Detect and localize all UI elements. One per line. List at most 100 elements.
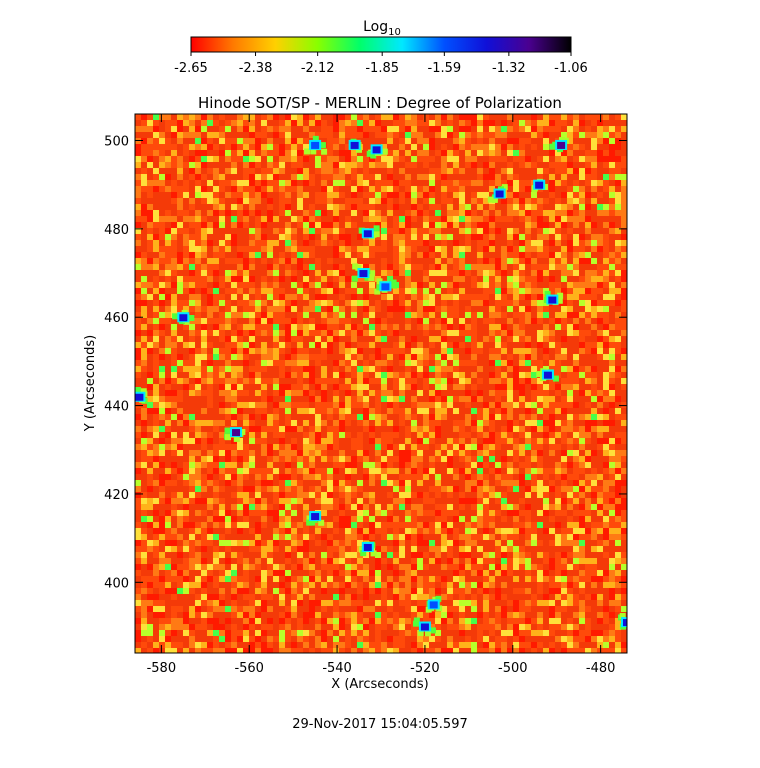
heatmap-cell [477,174,483,180]
heatmap-cell [453,312,459,318]
heatmap-cell [483,216,489,222]
heatmap-cell [231,144,237,150]
heatmap-cell [303,348,309,354]
heatmap-cell [465,114,471,120]
heatmap-cell [477,444,483,450]
heatmap-cell [141,498,147,504]
heatmap-cell [255,180,261,186]
heatmap-cell [531,450,537,456]
heatmap-cell [459,570,465,576]
heatmap-cell [471,534,477,540]
heatmap-cell [579,342,585,348]
heatmap-cell [609,456,615,462]
heatmap-cell [423,438,429,444]
heatmap-cell [243,510,249,516]
heatmap-cell [591,450,597,456]
heatmap-cell [507,306,513,312]
heatmap-cell [273,588,279,594]
heatmap-cell [387,126,393,132]
heatmap-cell [459,204,465,210]
heatmap-cell [255,582,261,588]
heatmap-cell [537,342,543,348]
heatmap-cell [213,156,219,162]
heatmap-cell [351,366,357,372]
heatmap-cell [195,216,201,222]
heatmap-cell [411,282,417,288]
heatmap-cell [393,132,399,138]
heatmap-cell [621,270,627,276]
heatmap-cell [291,276,297,282]
heatmap-cell [345,318,351,324]
heatmap-cell [507,534,513,540]
heatmap-cell [405,276,411,282]
heatmap-cell [603,324,609,330]
heatmap-cell [447,204,453,210]
heatmap-cell [543,396,549,402]
heatmap-cell [513,468,519,474]
heatmap-cell [333,540,339,546]
heatmap-cell [327,186,333,192]
heatmap-cell [363,420,369,426]
heatmap-cell [147,162,153,168]
heatmap-cell [381,456,387,462]
heatmap-cell [321,168,327,174]
heatmap-cell [375,618,381,624]
heatmap-cell [609,570,615,576]
heatmap-cell [339,168,345,174]
heatmap-cell [453,564,459,570]
heatmap-cell [231,366,237,372]
heatmap-cell [345,456,351,462]
heatmap-cell [297,384,303,390]
heatmap-cell [171,150,177,156]
heatmap-cell [543,234,549,240]
heatmap-cell [357,558,363,564]
heatmap-cell [213,552,219,558]
heatmap-cell [555,180,561,186]
heatmap-cell [369,588,375,594]
heatmap-cell [153,354,159,360]
heatmap-cell [417,300,423,306]
heatmap-cell [555,348,561,354]
heatmap-cell [345,516,351,522]
heatmap-cell [579,366,585,372]
heatmap-cell [285,126,291,132]
heatmap-cell [519,252,525,258]
heatmap-cell [441,372,447,378]
heatmap-cell [441,180,447,186]
heatmap-cell [267,312,273,318]
heatmap-cell [519,522,525,528]
heatmap-cell [447,396,453,402]
heatmap-cell [615,324,621,330]
heatmap-cell [567,114,573,120]
heatmap-cell [165,582,171,588]
heatmap-cell [453,180,459,186]
heatmap-cell [399,138,405,144]
heatmap-cell [135,216,141,222]
heatmap-cell [135,264,141,270]
heatmap-cell [417,576,423,582]
heatmap-cell [321,492,327,498]
heatmap-cell [261,186,267,192]
heatmap-cell [297,360,303,366]
heatmap-cell [435,378,441,384]
heatmap-cell [447,588,453,594]
heatmap-cell [327,342,333,348]
heatmap-cell [525,516,531,522]
heatmap-cell [375,474,381,480]
heatmap-cell [525,348,531,354]
heatmap-cell [435,210,441,216]
heatmap-cell [399,222,405,228]
heatmap-cell [609,252,615,258]
heatmap-cell [369,366,375,372]
heatmap-cell [345,216,351,222]
heatmap-cell [525,522,531,528]
heatmap-cell [321,600,327,606]
heatmap-cell [165,576,171,582]
heatmap-cell [357,252,363,258]
heatmap-cell [477,198,483,204]
heatmap-cell [441,540,447,546]
heatmap-cell [141,408,147,414]
heatmap-cell [369,252,375,258]
heatmap-cell [549,276,555,282]
heatmap-cell [531,258,537,264]
